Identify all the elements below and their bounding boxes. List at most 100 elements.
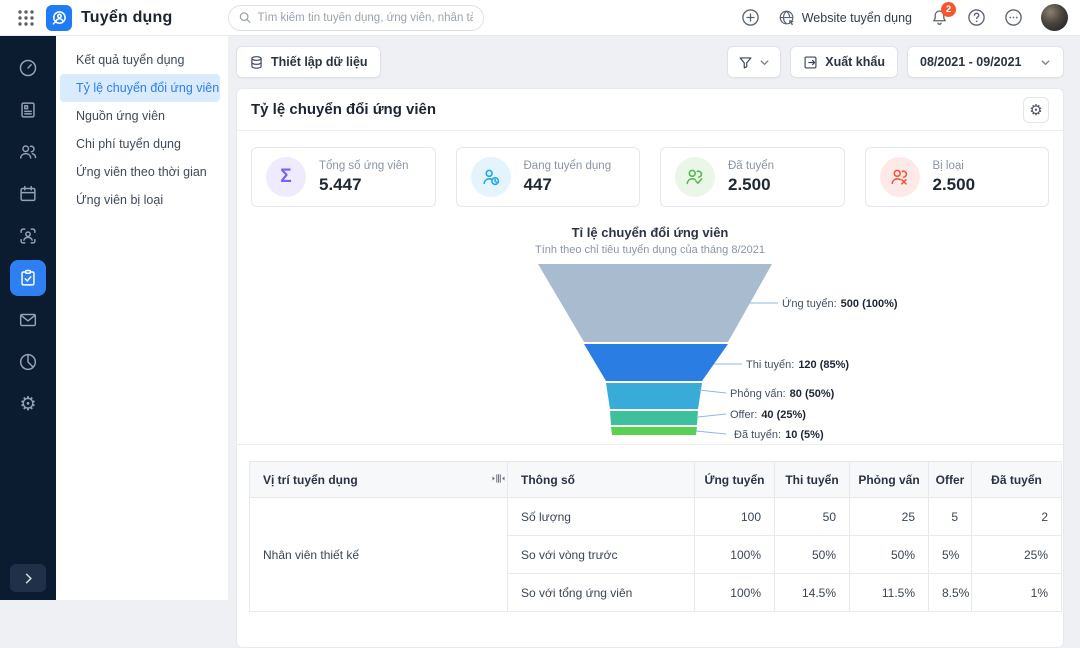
table-row[interactable]: Nhân viên thiết kế Số lượng 100 50 25 5 …: [250, 498, 1062, 536]
funnel-label-4: Offer:40 (25%): [730, 409, 806, 421]
user-avatar[interactable]: [1041, 4, 1068, 31]
submenu-ty-le-chuyen-doi[interactable]: Tỷ lệ chuyển đổi ứng viên: [60, 74, 220, 102]
help-icon[interactable]: [967, 8, 986, 27]
main-content: Thiết lập dữ liệu Xuất khẩu 08/2021 - 09: [236, 36, 1064, 600]
rail-settings-icon[interactable]: ⚙: [10, 386, 46, 422]
chevron-down-icon: [1040, 57, 1051, 68]
add-icon[interactable]: [741, 8, 760, 27]
value-cell: 50%: [775, 536, 850, 574]
stat-card-hired: Đã tuyển 2.500: [660, 147, 845, 207]
rail-analytics-icon[interactable]: [10, 344, 46, 380]
funnel-label-1: Ứng tuyển:500 (100%): [782, 297, 898, 310]
submenu-ket-qua-tuyen-dung[interactable]: Kết quả tuyển dụng: [60, 46, 220, 74]
search-icon: [239, 11, 251, 24]
positions-table: Vị trí tuyển dụng Thông số Ứng tuyển Thi…: [249, 461, 1062, 612]
header-offer[interactable]: Offer: [929, 462, 972, 498]
stat-cards: Σ Tổng số ứng viên 5.447 Đang tuyển d: [237, 131, 1063, 219]
submenu-ung-vien-bi-loai[interactable]: Ứng viên bị loại: [60, 186, 220, 214]
funnel-stage-5: [611, 427, 697, 435]
app-logo-icon[interactable]: [46, 5, 72, 31]
header-thong-so[interactable]: Thông số: [508, 462, 695, 498]
export-label: Xuất khẩu: [825, 55, 885, 69]
leader-line: [698, 414, 726, 417]
panel-header: Tỷ lệ chuyển đổi ứng viên ⚙: [237, 89, 1063, 131]
export-button[interactable]: Xuất khẩu: [790, 46, 898, 78]
funnel-label-3: Phỏng vấn:80 (50%): [730, 388, 835, 400]
stat-card-active: Đang tuyển dụng 447: [456, 147, 641, 207]
data-setup-label: Thiết lập dữ liệu: [271, 55, 368, 69]
globe-cursor-icon: [778, 9, 796, 27]
export-icon: [803, 55, 818, 70]
website-label: Website tuyển dụng: [802, 11, 912, 25]
people-check-icon: [675, 157, 715, 197]
value-cell: 11.5%: [850, 574, 929, 612]
people-x-icon: [880, 157, 920, 197]
value-cell: 5%: [929, 536, 972, 574]
header-phong-van[interactable]: Phỏng vấn: [850, 462, 929, 498]
website-link[interactable]: Website tuyển dụng: [778, 9, 912, 27]
stat-value: 2.500: [933, 175, 976, 195]
filter-button[interactable]: [727, 46, 781, 78]
value-cell: 100: [695, 498, 775, 536]
rail-dashboard-icon[interactable]: [10, 50, 46, 86]
value-cell: 14.5%: [775, 574, 850, 612]
value-cell: 50: [775, 498, 850, 536]
rail-calendar-icon[interactable]: [10, 176, 46, 212]
value-cell: 100%: [695, 574, 775, 612]
toolbar: Thiết lập dữ liệu Xuất khẩu 08/2021 - 09: [236, 46, 1064, 78]
sidebar-expand-button[interactable]: [10, 564, 46, 592]
panel-title: Tỷ lệ chuyển đổi ứng viên: [251, 101, 436, 118]
chart-subtitle: Tính theo chỉ tiêu tuyển dụng của tháng …: [237, 244, 1063, 256]
submenu-chi-phi-tuyen-dung[interactable]: Chi phí tuyển dụng: [60, 130, 220, 158]
header-thi-tuyen[interactable]: Thi tuyển: [775, 462, 850, 498]
data-setup-button[interactable]: Thiết lập dữ liệu: [236, 46, 381, 78]
more-options-icon[interactable]: [1004, 8, 1023, 27]
metric-cell: So với tổng ứng viên: [508, 574, 695, 612]
report-submenu: Kết quả tuyển dụng Tỷ lệ chuyển đổi ứng …: [56, 36, 228, 600]
chevron-down-icon: [759, 57, 770, 68]
value-cell: 8.5%: [929, 574, 972, 612]
sidebar-rail: ⚙: [0, 36, 56, 600]
app-grid-icon[interactable]: [14, 6, 38, 30]
funnel-stage-3: [606, 383, 702, 409]
top-bar: Tuyển dụng Website tuyển dụng: [0, 0, 1080, 36]
table-header-row: Vị trí tuyển dụng Thông số Ứng tuyển Thi…: [250, 462, 1062, 498]
database-icon: [249, 55, 264, 70]
notification-badge: 2: [941, 2, 956, 17]
header-ung-tuyen[interactable]: Ứng tuyển: [695, 462, 775, 498]
value-cell: 1%: [972, 574, 1062, 612]
chevron-right-icon: [22, 572, 35, 585]
app-title: Tuyển dụng: [81, 9, 172, 27]
submenu-nguon-ung-vien[interactable]: Nguồn ứng viên: [60, 102, 220, 130]
search-input[interactable]: [257, 12, 473, 24]
rail-candidates-icon[interactable]: [10, 134, 46, 170]
panel-settings-button[interactable]: ⚙: [1023, 97, 1049, 123]
stat-value: 2.500: [728, 175, 774, 195]
stat-card-total: Σ Tổng số ứng viên 5.447: [251, 147, 436, 207]
sigma-icon: Σ: [266, 157, 306, 197]
rail-mail-icon[interactable]: [10, 302, 46, 338]
search-bar[interactable]: [228, 5, 484, 31]
report-panel: Tỷ lệ chuyển đổi ứng viên ⚙ Σ Tổng số ứn…: [236, 88, 1064, 648]
value-cell: 25: [850, 498, 929, 536]
notifications-button[interactable]: 2: [930, 8, 949, 27]
rail-news-icon[interactable]: [10, 92, 46, 128]
date-range-select[interactable]: 08/2021 - 09/2021: [907, 46, 1064, 78]
funnel-stage-1: [538, 264, 772, 342]
header-da-tuyen[interactable]: Đã tuyển: [972, 462, 1062, 498]
funnel-label-5: Đã tuyển:10 (5%): [734, 429, 824, 441]
stat-label: Tổng số ứng viên: [319, 160, 409, 172]
funnel-chart[interactable]: Ứng tuyển:500 (100%) Thi tuyển:120 (85%)…: [237, 260, 1065, 444]
positions-table-wrap: Vị trí tuyển dụng Thông số Ứng tuyển Thi…: [237, 445, 1063, 612]
funnel-stage-2: [584, 344, 728, 381]
value-cell: 2: [972, 498, 1062, 536]
value-cell: 5: [929, 498, 972, 536]
stat-card-rejected: Bị loại 2.500: [865, 147, 1050, 207]
rail-reports-icon[interactable]: [10, 260, 46, 296]
date-range-value: 08/2021 - 09/2021: [920, 55, 1021, 69]
column-resize-icon[interactable]: [492, 472, 505, 487]
rail-talent-pool-icon[interactable]: [10, 218, 46, 254]
position-name-cell: Nhân viên thiết kế: [250, 498, 508, 612]
submenu-ung-vien-theo-thoi-gian[interactable]: Ứng viên theo thời gian: [60, 158, 220, 186]
header-vi-tri[interactable]: Vị trí tuyển dụng: [250, 462, 508, 498]
